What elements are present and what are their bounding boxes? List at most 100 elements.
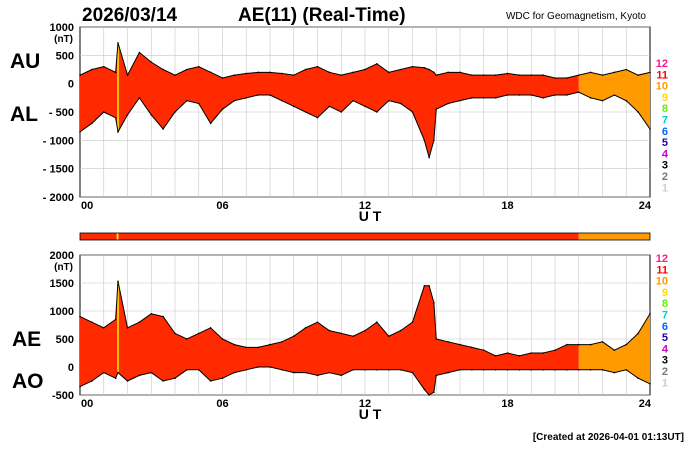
au-al-chart: 1000 500 0 - 500 - 1000 - 1500 - 2000 (nT) 00 06 1… [43,22,652,224]
station-legend-number: 8 [662,103,668,115]
ae-point [257,346,259,349]
ae-point [387,335,390,338]
al-point [387,99,390,102]
al-point [399,102,402,105]
au-point [433,71,435,74]
area-band-11-stations [80,281,579,395]
ae-point [102,327,105,329]
au-point [435,74,438,76]
ao-point [364,369,366,371]
x-axis-label: U T [359,208,382,224]
ae-point [376,321,378,324]
au-label: AU [10,50,41,73]
ae-point [566,343,568,346]
ao-point [506,369,509,371]
ao-point [589,369,592,371]
ae-point [340,332,343,335]
ae-point [150,313,153,315]
ae-point [197,332,200,335]
ao-point [186,369,188,371]
station-legend-number: 11 [656,69,668,81]
ao-point [387,369,390,371]
al-point [459,99,461,102]
ae-point [625,343,628,346]
ao-point [566,369,568,371]
ao-point [482,369,485,371]
ae-point [281,341,283,343]
y-tick-label: - 500 [49,107,74,119]
ae-point [114,318,117,321]
ae-point [589,343,592,346]
y-tick-label: 0 [68,362,74,374]
ao-point [428,394,430,396]
au-point [221,77,224,79]
al-point [340,111,343,113]
ae-point [482,349,485,352]
ae-point [117,280,119,283]
station-legend-number: 8 [662,298,668,310]
station-legend-number: 12 [656,58,668,70]
x-tick-label: 00 [81,200,93,212]
ae-point [233,343,236,346]
al-point [542,97,544,99]
ao-point [577,369,580,371]
al-point [221,108,224,110]
ae-point [186,338,188,340]
au-point [316,65,319,68]
al-point [518,94,521,96]
al-point [613,94,616,96]
ae-point [423,285,426,287]
ae-point [138,321,141,324]
ae-point [269,343,271,346]
au-point [79,74,81,76]
au-point [186,68,188,71]
al-point [589,97,592,99]
al-label: AL [10,103,38,126]
au-point [233,74,236,76]
station-legend-number: 9 [662,287,668,299]
al-point [209,122,212,125]
y-tick-label: - 2000 [43,192,74,204]
au-point [613,71,616,74]
al-point [126,114,129,116]
au-point [304,68,307,71]
ao-point [292,371,295,374]
station-count-segment [578,233,650,240]
ae-point [554,349,556,352]
ao-point [625,369,628,371]
au-point [494,74,497,76]
au-point [423,67,426,69]
ae-point [542,352,544,354]
x-tick-label: 12 [359,398,371,410]
au-point [117,42,119,44]
au-point [518,74,521,76]
ao-point [459,369,461,371]
x-tick-label: 06 [216,398,228,410]
ao-point [91,380,93,382]
ao-point [530,369,533,371]
al-point [328,105,331,108]
ae-point [91,321,93,324]
x-tick-label: 24 [639,200,652,212]
x-tick-label: 12 [359,200,371,212]
area-band-10-stations [578,69,650,129]
station-count-bar [79,232,651,241]
au-point [625,68,628,71]
data-source-label: WDC for Geomagnetism, Kyoto [505,11,646,22]
y-axis-unit: (nT) [54,34,73,45]
ae-point [577,343,580,346]
al-point [649,128,651,130]
ae-point [494,355,497,357]
ae-point [435,338,438,340]
ao-point [328,371,331,374]
ae-point [328,329,331,332]
ae-point [459,343,461,346]
ae-point [433,301,435,304]
plot-date: 2026/03/14 [82,5,178,26]
au-point [174,74,176,76]
station-legend-number: 9 [662,92,668,104]
ao-point [447,371,449,374]
ae-point [428,285,430,287]
station-count-segment [80,233,117,240]
